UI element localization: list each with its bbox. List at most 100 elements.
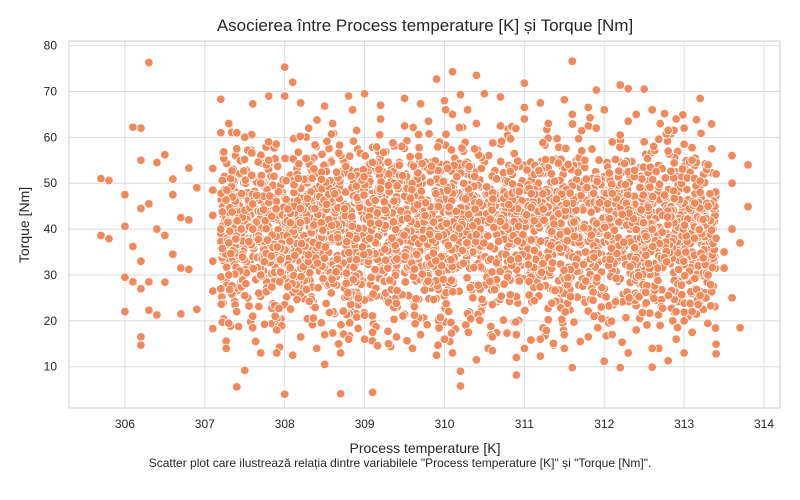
data-point	[412, 249, 422, 259]
data-point	[691, 115, 702, 125]
data-point	[479, 238, 489, 248]
data-point	[654, 134, 664, 144]
data-point	[579, 223, 589, 233]
y-axis-label: Torque [Nm]	[16, 187, 32, 263]
data-point	[637, 307, 648, 318]
data-point	[596, 302, 606, 312]
data-point	[208, 210, 218, 221]
data-point	[433, 340, 443, 350]
data-point	[441, 129, 451, 140]
data-point	[339, 203, 350, 214]
data-point	[703, 160, 713, 170]
data-point	[372, 341, 383, 351]
data-point	[433, 142, 443, 152]
data-point	[591, 85, 601, 95]
data-point	[383, 326, 393, 337]
data-point	[352, 312, 362, 322]
data-point	[743, 160, 753, 170]
data-point	[295, 98, 306, 108]
data-point	[601, 292, 611, 302]
data-point	[599, 105, 609, 115]
data-point	[647, 224, 657, 234]
data-point	[583, 102, 593, 113]
data-point	[320, 242, 330, 252]
data-point	[239, 166, 249, 176]
data-point	[482, 182, 492, 192]
data-point	[690, 273, 700, 284]
data-point	[274, 303, 284, 314]
data-point	[399, 230, 409, 240]
data-point	[463, 209, 474, 220]
data-point	[256, 348, 266, 358]
data-point	[513, 221, 524, 231]
data-point	[581, 276, 591, 286]
data-point	[703, 201, 713, 211]
data-point	[310, 203, 320, 214]
data-point	[341, 268, 352, 278]
data-point	[617, 337, 627, 347]
data-point	[457, 143, 467, 153]
data-point	[546, 169, 557, 179]
data-point	[384, 169, 394, 179]
data-point	[462, 105, 473, 115]
data-point	[698, 214, 708, 225]
data-point	[428, 217, 438, 227]
data-point	[353, 293, 364, 303]
data-point	[336, 320, 346, 330]
data-point	[144, 199, 154, 209]
data-point	[120, 272, 130, 282]
data-point	[460, 194, 471, 204]
data-point	[694, 225, 704, 235]
data-point	[705, 301, 716, 311]
data-point	[573, 167, 583, 177]
data-point	[351, 181, 362, 191]
data-point	[567, 119, 578, 129]
data-point	[468, 221, 478, 231]
data-point	[279, 389, 290, 399]
data-point	[615, 362, 625, 373]
data-point	[495, 121, 506, 131]
data-point	[710, 323, 721, 333]
data-point	[535, 98, 546, 108]
data-point	[606, 243, 617, 253]
data-point	[529, 216, 539, 226]
data-point	[597, 282, 607, 293]
data-point	[260, 216, 271, 226]
data-point	[493, 236, 504, 247]
data-point	[559, 343, 570, 354]
data-point	[679, 348, 689, 358]
data-point	[221, 195, 231, 205]
data-point	[680, 271, 690, 281]
data-point	[368, 289, 378, 299]
data-point	[442, 185, 453, 195]
data-point	[505, 255, 516, 265]
data-point	[271, 204, 281, 214]
data-point	[292, 294, 302, 305]
data-point	[223, 217, 233, 227]
data-point	[641, 298, 651, 308]
data-point	[471, 355, 482, 365]
data-point	[619, 237, 629, 248]
data-point	[411, 294, 421, 304]
data-point	[588, 188, 599, 199]
data-point	[514, 276, 524, 286]
data-point	[581, 174, 591, 184]
data-point	[487, 332, 498, 342]
data-point	[415, 329, 426, 340]
data-point	[345, 151, 355, 161]
data-point	[681, 247, 691, 257]
data-point	[499, 279, 509, 289]
data-point	[347, 221, 358, 232]
data-point	[446, 255, 456, 265]
data-point	[631, 325, 641, 335]
data-point	[563, 159, 573, 170]
data-point	[216, 272, 226, 282]
data-point	[524, 290, 534, 300]
data-point	[468, 293, 478, 303]
data-point	[343, 288, 353, 298]
data-point	[575, 336, 585, 347]
data-point	[343, 91, 354, 101]
data-point	[440, 105, 451, 115]
data-point	[586, 207, 596, 217]
